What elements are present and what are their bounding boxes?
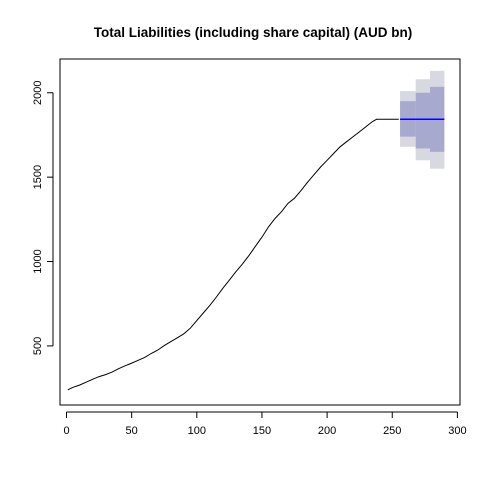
band-80-step-1 [415,92,431,149]
series-line [67,118,399,391]
plot-box [59,58,461,406]
x-tick-label-300: 300 [448,425,466,437]
chart-title: Total Liabilities (including share capit… [94,25,413,40]
x-tick-label-0: 0 [63,425,69,437]
x-tick-label-200: 200 [318,425,336,437]
y-tick-label-2000: 2000 [32,81,44,105]
plot-area [67,70,445,391]
x-tick-label-100: 100 [188,425,206,437]
x-tick-label-150: 150 [253,425,271,437]
y-tick-label-1500: 1500 [32,165,44,189]
y-tick-label-1000: 1000 [32,249,44,273]
x-tick-label-50: 50 [126,425,138,437]
x-tick-label-250: 250 [383,425,401,437]
axes: 0 50 100 150 200 250 300 500 1000 1500 2000 [32,81,467,437]
y-tick-label-500: 500 [32,337,44,355]
